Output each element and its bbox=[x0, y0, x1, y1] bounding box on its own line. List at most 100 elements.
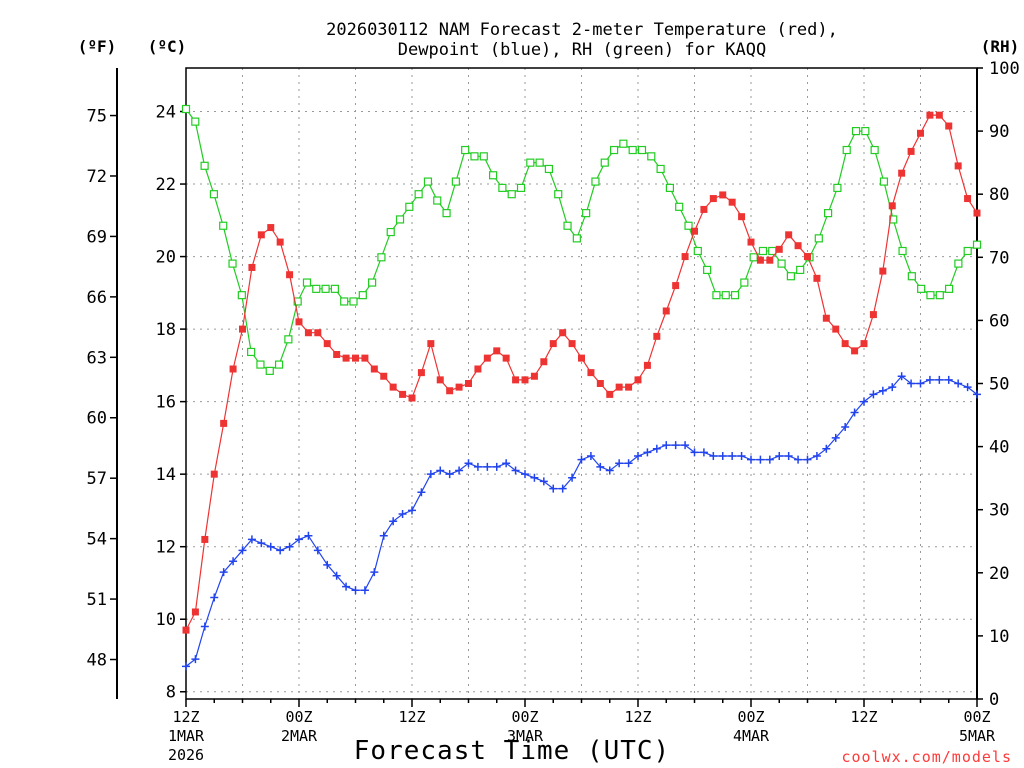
fahrenheit-unit-label: (ºF) bbox=[78, 37, 117, 56]
temperature-point-28 bbox=[446, 387, 454, 395]
rh-point-3 bbox=[209, 190, 219, 199]
rh-point-78 bbox=[907, 272, 916, 281]
fahrenheit-tick-label-66: 66 bbox=[87, 288, 107, 308]
dewpoint-point-26 bbox=[426, 470, 435, 479]
dewpoint-point-69 bbox=[831, 433, 840, 442]
temperature-point-41 bbox=[568, 340, 576, 348]
rh-tick-label-50: 50 bbox=[989, 375, 1009, 395]
rh-point-15 bbox=[321, 284, 330, 293]
temperature-point-57 bbox=[719, 191, 727, 199]
temperature-point-14 bbox=[314, 329, 322, 337]
temperature-point-45 bbox=[606, 390, 614, 398]
temperature-point-60 bbox=[747, 238, 755, 246]
rh-point-43 bbox=[582, 209, 591, 218]
temperature-point-44 bbox=[596, 380, 604, 387]
x-tick-label-1-time: 00Z bbox=[285, 708, 312, 726]
rh-point-38 bbox=[535, 158, 544, 167]
celsius-tick-label-20: 20 bbox=[156, 248, 176, 268]
rh-tick-label-90: 90 bbox=[989, 122, 1009, 142]
dewpoint-point-63 bbox=[775, 452, 784, 461]
temperature-point-35 bbox=[512, 376, 520, 384]
rh-tick-label-10: 10 bbox=[989, 627, 1009, 647]
rh-point-26 bbox=[423, 177, 433, 186]
rh-point-6 bbox=[237, 291, 246, 300]
temperature-point-33 bbox=[493, 347, 501, 355]
dewpoint-point-61 bbox=[756, 455, 765, 464]
temperature-point-55 bbox=[700, 205, 708, 213]
dewpoint-point-5 bbox=[229, 557, 238, 566]
rh-point-63 bbox=[768, 246, 777, 256]
dewpoint-point-7 bbox=[247, 535, 256, 544]
rh-tick-label-70: 70 bbox=[989, 248, 1009, 268]
temperature-point-84 bbox=[973, 209, 981, 217]
temperature-point-71 bbox=[851, 347, 859, 355]
celsius-tick-label-24: 24 bbox=[156, 103, 176, 123]
rh-point-81 bbox=[935, 291, 944, 300]
rh-point-7 bbox=[247, 347, 256, 357]
temperature-point-58 bbox=[728, 198, 736, 206]
rh-point-58 bbox=[721, 291, 730, 300]
dewpoint-point-15 bbox=[323, 560, 332, 569]
dewpoint-point-45 bbox=[605, 466, 614, 475]
dewpoint-point-66 bbox=[803, 455, 812, 464]
rh-point-51 bbox=[656, 164, 665, 174]
dewpoint-point-70 bbox=[841, 423, 850, 432]
dewpoint-point-65 bbox=[794, 455, 803, 464]
fahrenheit-tick-label-48: 48 bbox=[87, 651, 107, 671]
dewpoint-point-57 bbox=[718, 452, 727, 461]
dewpoint-point-2 bbox=[200, 622, 209, 631]
dewpoint-point-71 bbox=[850, 408, 859, 417]
fahrenheit-tick-label-60: 60 bbox=[87, 409, 107, 429]
grid-lines bbox=[186, 68, 977, 699]
dewpoint-point-35 bbox=[511, 466, 520, 475]
rh-point-23 bbox=[395, 215, 405, 224]
dewpoint-point-60 bbox=[747, 455, 755, 464]
x-tick-label-3-time: 00Z bbox=[511, 708, 538, 726]
credit-text: coolwx.com/models bbox=[841, 748, 1012, 766]
rh-point-56 bbox=[703, 265, 712, 275]
dewpoint-point-29 bbox=[455, 466, 464, 475]
rh-point-10 bbox=[274, 360, 284, 369]
dewpoint-point-28 bbox=[445, 470, 454, 479]
dewpoint-point-52 bbox=[671, 441, 680, 450]
dewpoint-point-36 bbox=[521, 470, 529, 479]
rh-point-66 bbox=[796, 265, 805, 275]
fahrenheit-tick-label-63: 63 bbox=[87, 348, 107, 368]
rh-tick-label-0: 0 bbox=[989, 690, 999, 710]
temperature-point-63 bbox=[775, 245, 783, 253]
rh-point-18 bbox=[349, 297, 358, 306]
x-tick-label-5-date: 4MAR bbox=[733, 727, 770, 745]
temperature-point-30 bbox=[465, 380, 472, 387]
rh-tick-label-100: 100 bbox=[989, 59, 1020, 79]
temperature-point-5 bbox=[229, 365, 237, 373]
x-tick-label-5-time: 00Z bbox=[737, 708, 764, 726]
rh-point-72 bbox=[851, 126, 861, 136]
dewpoint-point-38 bbox=[539, 477, 548, 486]
temperature-point-67 bbox=[813, 274, 821, 282]
temperature-point-61 bbox=[756, 256, 764, 264]
rh-point-13 bbox=[302, 278, 312, 287]
dewpoint-point-49 bbox=[643, 448, 652, 457]
x-tick-label-0-time: 12Z bbox=[172, 708, 199, 726]
dewpoint-series bbox=[182, 372, 981, 671]
dewpoint-point-3 bbox=[210, 593, 219, 602]
x-tick-label-3-date: 3MAR bbox=[507, 727, 544, 745]
dewpoint-point-14 bbox=[313, 546, 322, 555]
dewpoint-point-75 bbox=[888, 383, 897, 392]
temperature-point-70 bbox=[841, 340, 849, 348]
dewpoint-point-27 bbox=[436, 466, 445, 475]
dewpoint-point-53 bbox=[681, 441, 690, 450]
dewpoint-point-10 bbox=[276, 546, 285, 555]
dewpoint-point-81 bbox=[944, 375, 953, 384]
dewpoint-point-62 bbox=[765, 455, 774, 464]
axes bbox=[110, 67, 983, 707]
rh-point-31 bbox=[470, 152, 479, 161]
fahrenheit-tick-label-51: 51 bbox=[87, 590, 107, 610]
temperature-point-74 bbox=[879, 267, 887, 275]
rh-point-71 bbox=[842, 145, 851, 155]
x-tick-label-1-date: 2MAR bbox=[281, 727, 318, 745]
rh-tick-label-20: 20 bbox=[989, 564, 1009, 584]
dewpoint-point-9 bbox=[266, 542, 275, 551]
rh-point-21 bbox=[377, 253, 386, 262]
temperature-point-37 bbox=[530, 372, 538, 380]
